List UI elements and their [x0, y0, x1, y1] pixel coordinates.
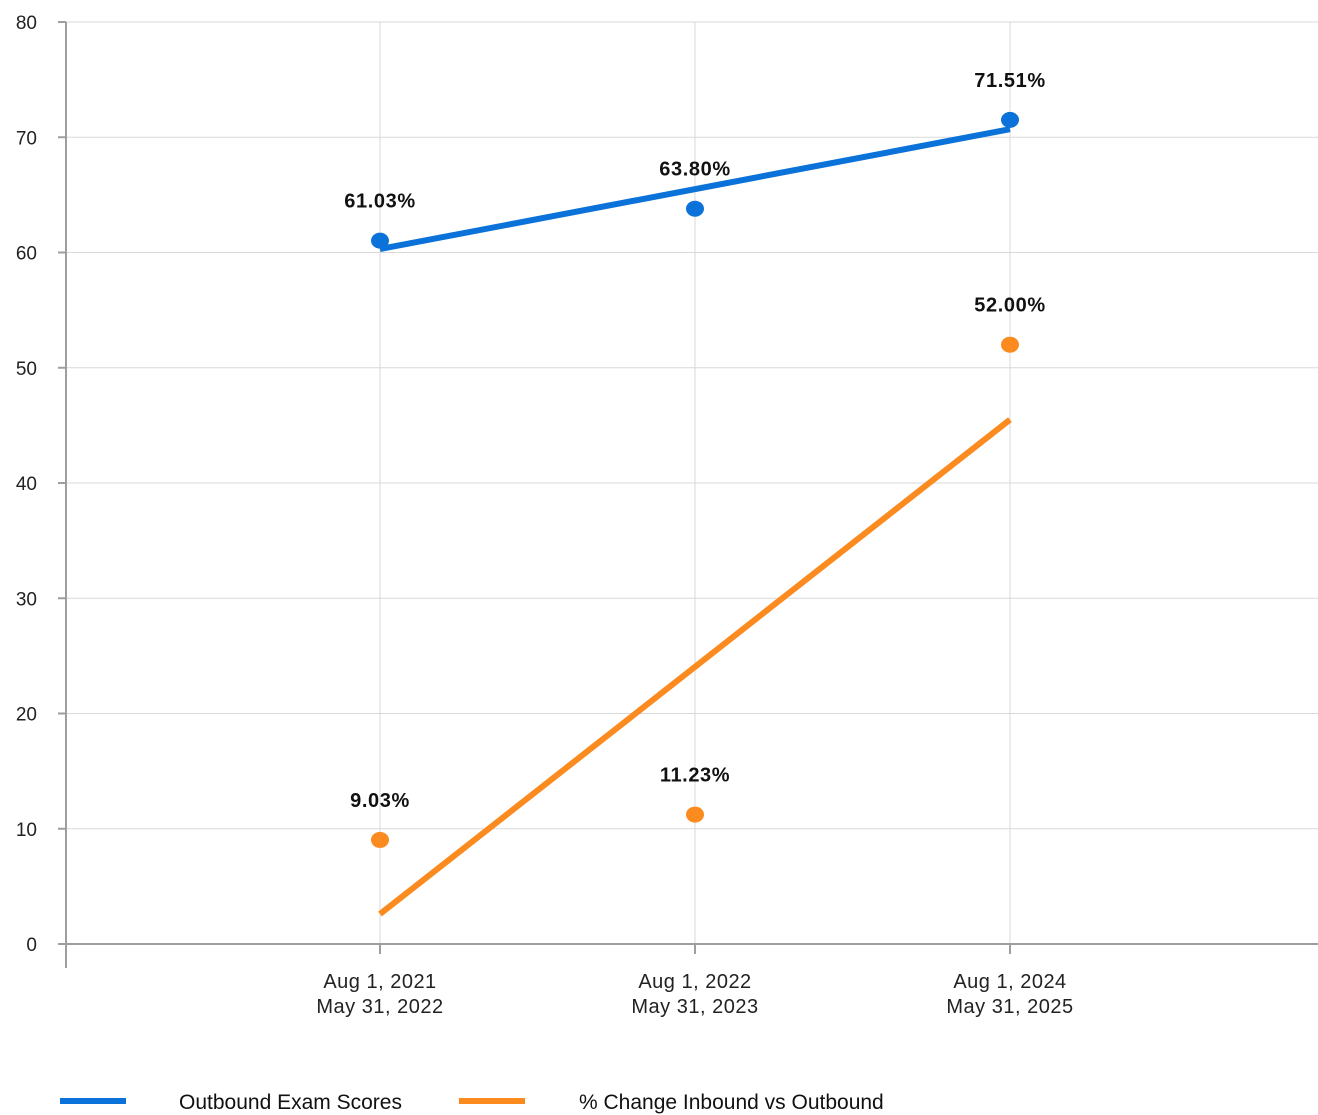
x-tick-label-2-line-0: Aug 1, 2024: [953, 971, 1066, 993]
data-labels: 61.03% 63.80% 71.51% 9.03% 11.23% 52.00%: [344, 70, 1045, 812]
point-series-0-1: [686, 200, 704, 217]
x-axis-tick-labels: Aug 1, 2021 May 31, 2022 Aug 1, 2022 May 31…: [316, 971, 1073, 1018]
x-tick-label-1-line-1: May 31, 2023: [631, 996, 758, 1018]
data-label-series-1-0: 9.03%: [350, 790, 410, 812]
y-tick-label-30: 30: [16, 589, 37, 610]
trendlines: [378, 126, 1012, 917]
point-series-1-0: [371, 831, 389, 848]
axes: [58, 21, 1318, 968]
legend: Outbound Exam Scores % Change Inbound vs …: [60, 1091, 884, 1114]
data-points: [371, 111, 1019, 848]
grid-lines: [66, 21, 1318, 944]
y-axis-tick-labels: 0 10 20 30 40 50 60 70 80: [16, 13, 37, 956]
y-tick-label-10: 10: [16, 820, 37, 841]
y-tick-label-50: 50: [16, 359, 37, 380]
data-label-series-0-0: 61.03%: [344, 191, 415, 213]
x-tick-label-2-line-1: May 31, 2025: [946, 996, 1073, 1018]
x-tick-label-0-line-1: May 31, 2022: [316, 996, 443, 1018]
trendline-series-0: [379, 126, 1011, 252]
data-label-series-1-1: 11.23%: [660, 765, 730, 787]
point-series-1-1: [686, 806, 704, 823]
y-tick-label-70: 70: [16, 128, 37, 149]
legend-label-0: Outbound Exam Scores: [179, 1091, 402, 1114]
y-tick-label-40: 40: [16, 474, 37, 495]
x-tick-label-0-line-0: Aug 1, 2021: [323, 971, 436, 993]
trendline-series-1: [378, 417, 1012, 917]
data-label-series-0-1: 63.80%: [659, 159, 730, 181]
data-label-series-1-2: 52.00%: [974, 295, 1045, 317]
x-tick-label-1-line-0: Aug 1, 2022: [638, 971, 751, 993]
data-label-series-0-2: 71.51%: [974, 70, 1045, 92]
y-tick-label-0: 0: [26, 935, 37, 956]
y-tick-label-20: 20: [16, 705, 37, 726]
point-series-0-2: [1001, 111, 1019, 128]
y-tick-label-80: 80: [16, 13, 37, 34]
point-series-1-2: [1001, 336, 1019, 353]
legend-label-1: % Change Inbound vs Outbound: [579, 1091, 884, 1114]
point-series-0-0: [371, 232, 389, 249]
y-tick-label-60: 60: [16, 244, 37, 265]
